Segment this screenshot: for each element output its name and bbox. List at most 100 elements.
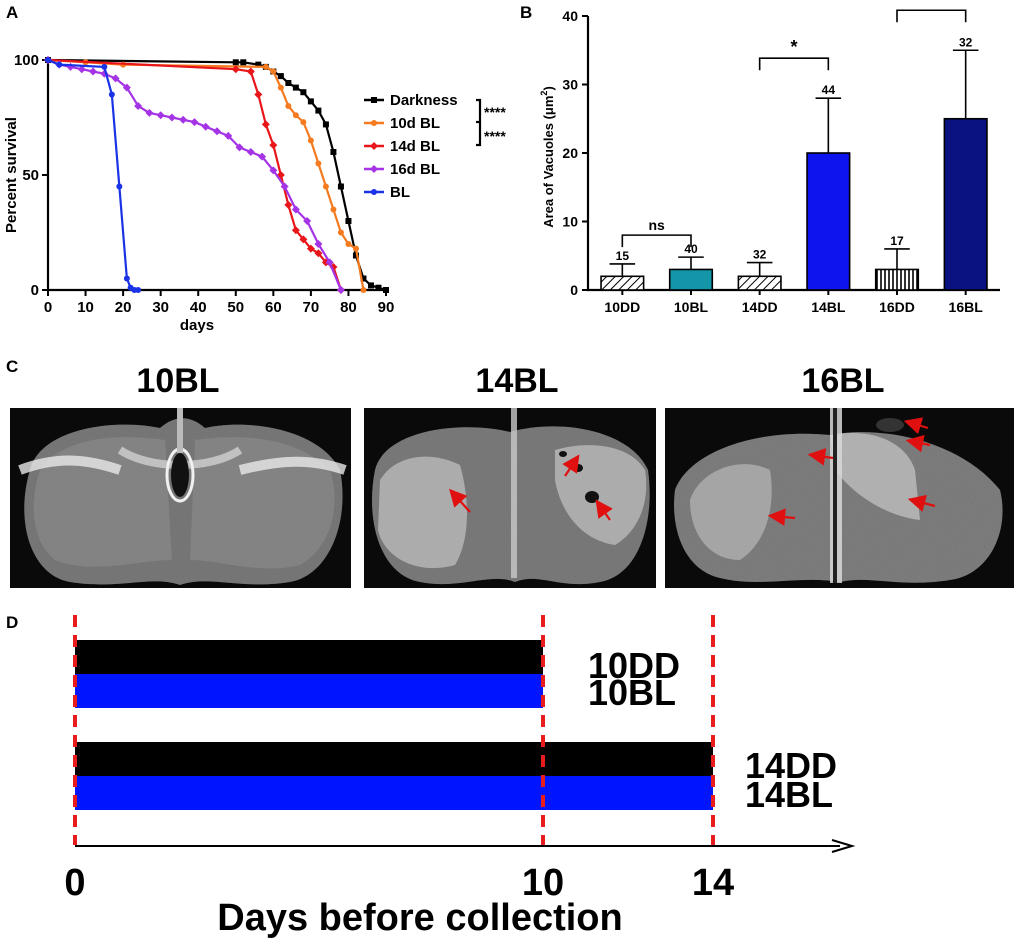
significance-mark-2: **** (484, 128, 506, 144)
n-label-10bl: 40 (684, 242, 698, 256)
line-16d-bl (47, 58, 342, 291)
point-16d-bl (167, 113, 176, 122)
bars: 15 10DD 40 10BL 32 14DD 44 14BL 17 16DD 32 16BL (600, 35, 988, 315)
point-10d-bl (300, 119, 307, 126)
point-darkness (255, 61, 262, 68)
point-10d-bl (315, 160, 322, 167)
series-14d-bl (44, 56, 345, 294)
bar-category-label: 14DD (742, 299, 778, 315)
bar-y-tick-label: 30 (562, 77, 578, 93)
point-darkness (367, 282, 374, 289)
micrograph-16bl (665, 408, 1014, 588)
x-tick-label: 70 (303, 299, 320, 316)
point-14d-bl (299, 235, 308, 244)
point-darkness (315, 107, 322, 114)
point-bl (135, 287, 142, 293)
timeline-bar-10bl (75, 674, 543, 708)
line-darkness (47, 58, 387, 292)
legend-marker-bl (371, 189, 377, 195)
x-tick-label: 10 (77, 299, 94, 316)
red-arrow (449, 488, 471, 513)
x-tick-label: 90 (378, 299, 395, 316)
bar-category-label: 10BL (674, 299, 709, 315)
line-14d-bl (47, 58, 342, 291)
point-10d-bl (277, 84, 284, 91)
point-darkness (307, 98, 314, 105)
y-tick-label: 0 (31, 282, 39, 299)
legend-label-16d-bl: 16d BL (390, 161, 440, 178)
red-arrow (562, 454, 580, 477)
red-arrow (903, 417, 929, 435)
x-tick-label: 20 (115, 299, 132, 316)
bar-y-tick-label: 20 (562, 145, 578, 161)
point-16d-bl (213, 127, 221, 136)
bar-y-tick-label: 40 (562, 8, 578, 24)
n-label-16bl: 32 (959, 35, 973, 49)
n-label-10dd: 15 (616, 249, 630, 263)
n-label-14bl: 44 (822, 83, 836, 97)
survival-chart: 0 10 20 30 40 50 60 70 80 90 0 50 100 Darkness 10d BL… (3, 52, 506, 334)
y-tick-label: 50 (22, 167, 39, 184)
series-10d-bl (45, 57, 367, 293)
point-darkness (322, 121, 329, 128)
point-10d-bl (292, 112, 299, 119)
timeline-ticks: 0 10 14 (64, 862, 734, 904)
x-tick-label: 50 (227, 299, 244, 316)
point-14d-bl (284, 200, 293, 209)
series-darkness (45, 57, 389, 293)
legend-label-14d-bl: 14d BL (390, 138, 440, 155)
comparison-bracket (896, 9, 967, 23)
timeline-bar-14bl (75, 776, 713, 810)
red-arrow (807, 448, 834, 466)
n-label-14dd: 32 (753, 248, 767, 262)
x-tick-label: 0 (44, 299, 52, 316)
timeline-label-10dd: 10DD (588, 645, 680, 686)
point-16d-bl (280, 182, 289, 191)
point-10d-bl (337, 229, 344, 236)
point-14d-bl (314, 249, 323, 258)
bar-category-label: 16DD (879, 299, 915, 315)
point-14d-bl (306, 244, 315, 253)
point-16d-bl (122, 83, 131, 92)
red-arrow (905, 434, 931, 453)
point-darkness (285, 80, 292, 86)
point-10d-bl (345, 241, 352, 247)
comparison-label: * (790, 37, 797, 57)
point-darkness (345, 218, 352, 224)
line-10d-bl (47, 58, 365, 291)
micrograph-10bl (10, 408, 351, 588)
point-bl (45, 57, 51, 63)
point-14d-bl (261, 120, 270, 129)
timeline-tick-label: 10 (522, 862, 564, 904)
legend-marker-16d-bl (370, 165, 378, 173)
point-bl (108, 91, 115, 98)
bar-16bl (943, 117, 988, 291)
point-darkness (375, 284, 382, 291)
timeline-bar-10dd (75, 640, 543, 674)
timeline-label-14dd: 14DD (745, 745, 837, 786)
point-16d-bl (235, 143, 244, 152)
x-tick-label: 30 (152, 299, 169, 316)
point-16d-bl (111, 74, 120, 83)
point-16d-bl (291, 205, 300, 214)
bar-category-label: 16BL (949, 299, 984, 315)
bar-y-tick-label: 10 (562, 214, 578, 230)
point-darkness (360, 275, 367, 282)
bar-category-label: 14BL (811, 299, 846, 315)
point-darkness (232, 59, 239, 66)
bar-14dd (737, 275, 782, 291)
point-14d-bl (269, 141, 278, 150)
bar-10dd (600, 275, 645, 291)
point-16d-bl (77, 65, 86, 74)
micrograph-title-14bl: 14BL (475, 362, 558, 400)
point-darkness (337, 183, 344, 190)
bar-category-label: 10DD (604, 299, 640, 315)
point-16d-bl (314, 240, 323, 248)
point-darkness (292, 84, 299, 91)
point-10d-bl (330, 206, 337, 213)
point-10d-bl (285, 103, 292, 109)
timeline-arrow-icon (831, 839, 856, 853)
